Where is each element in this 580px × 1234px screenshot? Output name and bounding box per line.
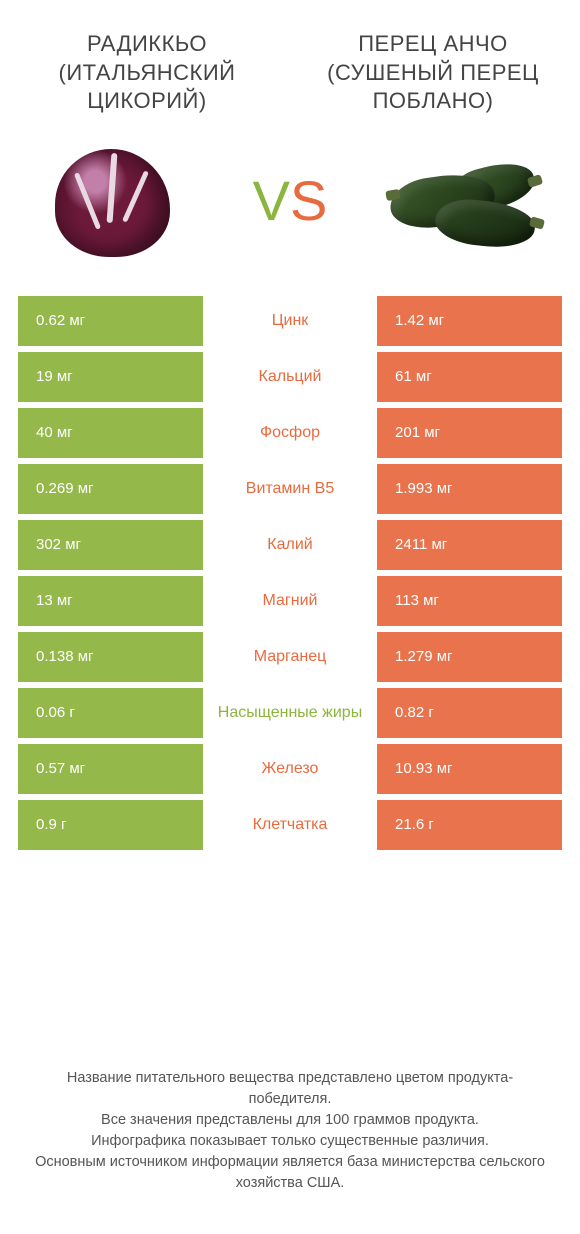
cell-nutrient-name: Железо [203,744,377,794]
cell-right-value: 1.42 мг [377,296,562,346]
header: РАДИККЬО (ИТАЛЬЯНСКИЙ ЦИКОРИЙ) ПЕРЕЦ АНЧ… [0,0,580,126]
table-row: 0.9 гКлетчатка21.6 г [18,800,562,850]
cell-nutrient-name: Фосфор [203,408,377,458]
poblano-icon [380,146,540,256]
footer-notes: Название питательного вещества представл… [0,1068,580,1194]
cell-right-value: 61 мг [377,352,562,402]
cell-left-value: 0.62 мг [18,296,203,346]
table-row: 13 мгМагний113 мг [18,576,562,626]
vs-s: S [290,169,327,232]
title-right: ПЕРЕЦ АНЧО (СУШЕНЫЙ ПЕРЕЦ ПОБЛАНО) [316,30,550,116]
cell-right-value: 2411 мг [377,520,562,570]
footer-line-3: Инфографика показывает только существенн… [30,1131,550,1152]
table-row: 19 мгКальций61 мг [18,352,562,402]
cell-nutrient-name: Калий [203,520,377,570]
vs-label: VS [253,173,328,229]
cell-nutrient-name: Цинк [203,296,377,346]
food-image-right [380,136,540,266]
table-row: 40 мгФосфор201 мг [18,408,562,458]
cell-right-value: 201 мг [377,408,562,458]
header-left: РАДИККЬО (ИТАЛЬЯНСКИЙ ЦИКОРИЙ) [30,30,264,116]
table-row: 0.06 гНасыщенные жиры0.82 г [18,688,562,738]
header-right: ПЕРЕЦ АНЧО (СУШЕНЫЙ ПЕРЕЦ ПОБЛАНО) [316,30,550,116]
cell-right-value: 0.82 г [377,688,562,738]
cell-nutrient-name: Кальций [203,352,377,402]
cell-right-value: 10.93 мг [377,744,562,794]
cell-left-value: 40 мг [18,408,203,458]
cell-left-value: 0.269 мг [18,464,203,514]
table-row: 0.269 мгВитамин B51.993 мг [18,464,562,514]
cell-left-value: 0.57 мг [18,744,203,794]
cell-nutrient-name: Витамин B5 [203,464,377,514]
cell-right-value: 21.6 г [377,800,562,850]
table-row: 0.57 мгЖелезо10.93 мг [18,744,562,794]
vs-v: V [253,169,290,232]
cell-right-value: 113 мг [377,576,562,626]
comparison-table: 0.62 мгЦинк1.42 мг 19 мгКальций61 мг 40 мг… [0,296,580,850]
radicchio-icon [55,141,185,261]
cell-left-value: 13 мг [18,576,203,626]
cell-nutrient-name: Насыщенные жиры [203,688,377,738]
cell-left-value: 19 мг [18,352,203,402]
cell-nutrient-name: Магний [203,576,377,626]
cell-left-value: 0.138 мг [18,632,203,682]
cell-right-value: 1.279 мг [377,632,562,682]
cell-nutrient-name: Клетчатка [203,800,377,850]
footer-line-1: Название питательного вещества представл… [30,1068,550,1110]
footer-line-2: Все значения представлены для 100 граммо… [30,1110,550,1131]
cell-nutrient-name: Марганец [203,632,377,682]
food-image-left [40,136,200,266]
cell-left-value: 0.9 г [18,800,203,850]
cell-left-value: 302 мг [18,520,203,570]
title-left: РАДИККЬО (ИТАЛЬЯНСКИЙ ЦИКОРИЙ) [30,30,264,116]
cell-left-value: 0.06 г [18,688,203,738]
footer-line-4: Основным источником информации является … [30,1152,550,1194]
table-row: 0.138 мгМарганец1.279 мг [18,632,562,682]
table-row: 302 мгКалий2411 мг [18,520,562,570]
table-row: 0.62 мгЦинк1.42 мг [18,296,562,346]
cell-right-value: 1.993 мг [377,464,562,514]
vs-row: VS [0,126,580,296]
